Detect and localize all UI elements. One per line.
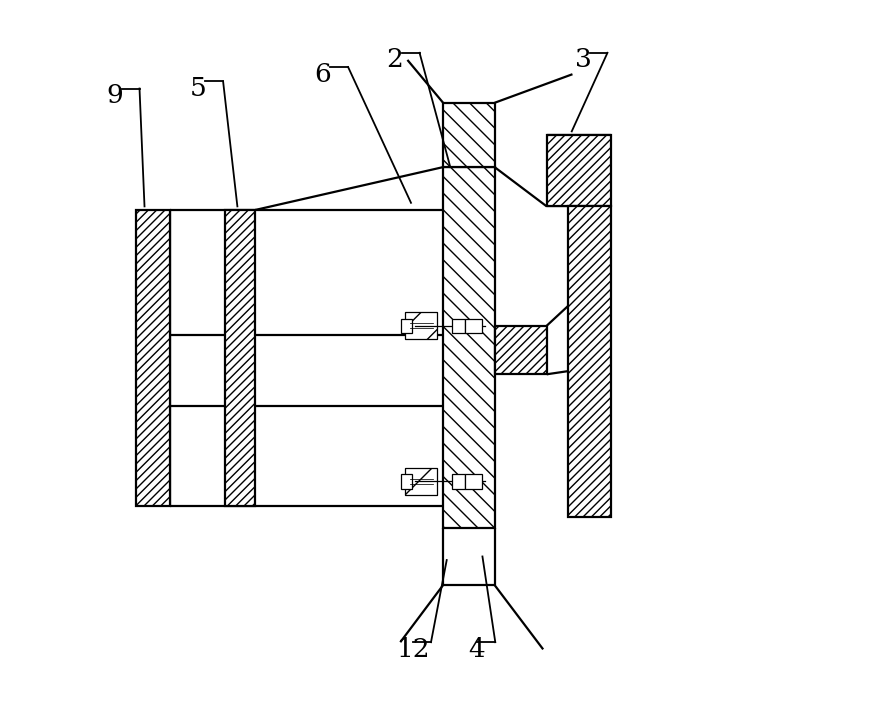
Text: 9: 9 [106,83,123,108]
Bar [405,312,438,339]
Text: 5: 5 [189,76,207,101]
Bar [443,103,494,167]
Bar [225,210,255,506]
Bar [443,167,494,528]
Text: 12: 12 [397,637,430,662]
Bar [452,474,465,489]
Bar [547,135,611,207]
Bar [494,325,547,374]
Bar [452,318,465,333]
Bar [405,312,438,339]
Text: 4: 4 [468,637,485,662]
Bar [443,103,494,167]
Bar [465,474,482,489]
Bar [136,210,170,506]
Bar [401,318,412,333]
Text: 6: 6 [315,62,331,86]
Bar [494,325,547,374]
Bar [547,135,611,207]
Bar [569,207,611,517]
Bar [405,468,438,495]
Bar [401,474,412,489]
Text: 2: 2 [386,48,403,73]
Bar [136,210,170,506]
Bar [405,468,438,495]
Text: 3: 3 [576,48,592,73]
Bar [443,167,494,528]
Bar [569,207,611,517]
Bar [225,210,255,506]
Bar [465,318,482,333]
